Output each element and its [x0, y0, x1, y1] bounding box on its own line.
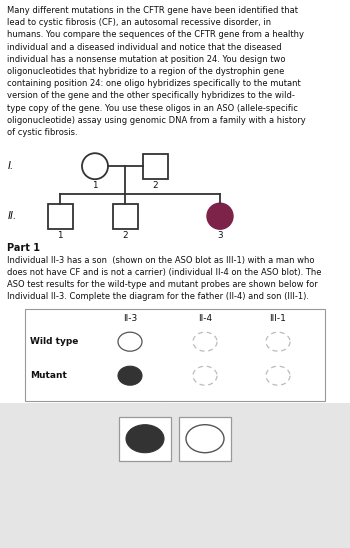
Text: Part 1: Part 1 [7, 243, 40, 253]
Text: ASO test results for the wild-type and mutant probes are shown below for: ASO test results for the wild-type and m… [7, 279, 318, 289]
Text: 3: 3 [217, 231, 223, 240]
Bar [25, 309, 325, 401]
Bar [179, 416, 231, 461]
Text: 2: 2 [122, 231, 128, 239]
Bar [142, 153, 168, 179]
Text: type copy of the gene. You use these oligos in an ASO (allele-specific: type copy of the gene. You use these oli… [7, 104, 298, 112]
Bar [113, 204, 138, 229]
Ellipse shape [118, 332, 142, 351]
Text: humans. You compare the sequences of the CFTR gene from a healthy: humans. You compare the sequences of the… [7, 30, 304, 39]
Text: does not have CF and is not a carrier) (individual II-4 on the ASO blot). The: does not have CF and is not a carrier) (… [7, 268, 322, 277]
Bar [119, 416, 171, 461]
Ellipse shape [118, 366, 142, 385]
Bar [0, 403, 350, 548]
Text: II.: II. [8, 211, 17, 221]
Text: II-3: II-3 [123, 313, 137, 323]
Text: Mutant: Mutant [30, 371, 67, 380]
Text: individual has a nonsense mutation at position 24. You design two: individual has a nonsense mutation at po… [7, 55, 286, 64]
Text: containing position 24: one oligo hybridizes specifically to the mutant: containing position 24: one oligo hybrid… [7, 79, 301, 88]
Text: oligonucleotides that hybridize to a region of the dystrophin gene: oligonucleotides that hybridize to a reg… [7, 67, 284, 76]
Text: Individual II-3 has a son  (shown on the ASO blot as III-1) with a man who: Individual II-3 has a son (shown on the … [7, 256, 315, 265]
Text: 1: 1 [92, 181, 98, 190]
Text: of cystic fibrosis.: of cystic fibrosis. [7, 128, 78, 137]
Text: lead to cystic fibrosis (CF), an autosomal recessive disorder, in: lead to cystic fibrosis (CF), an autosom… [7, 18, 271, 27]
Text: oligonucleotide) assay using genomic DNA from a family with a history: oligonucleotide) assay using genomic DNA… [7, 116, 306, 125]
Text: I.: I. [8, 161, 14, 171]
Text: Individual II-3. Complete the diagram for the father (II-4) and son (III-1).: Individual II-3. Complete the diagram fo… [7, 292, 309, 301]
Text: 1: 1 [57, 231, 63, 239]
Bar [48, 204, 72, 229]
Ellipse shape [126, 425, 164, 453]
Circle shape [207, 203, 233, 229]
Text: 2: 2 [152, 181, 158, 190]
Text: version of the gene and the other specifically hybridizes to the wild-: version of the gene and the other specif… [7, 92, 295, 100]
Text: Wild type: Wild type [30, 337, 78, 346]
Text: Many different mutations in the CFTR gene have been identified that: Many different mutations in the CFTR gen… [7, 6, 298, 15]
Text: individual and a diseased individual and notice that the diseased: individual and a diseased individual and… [7, 43, 282, 52]
Text: II-4: II-4 [198, 313, 212, 323]
Polygon shape [156, 403, 174, 413]
Text: III-1: III-1 [270, 313, 286, 323]
Ellipse shape [186, 425, 224, 453]
